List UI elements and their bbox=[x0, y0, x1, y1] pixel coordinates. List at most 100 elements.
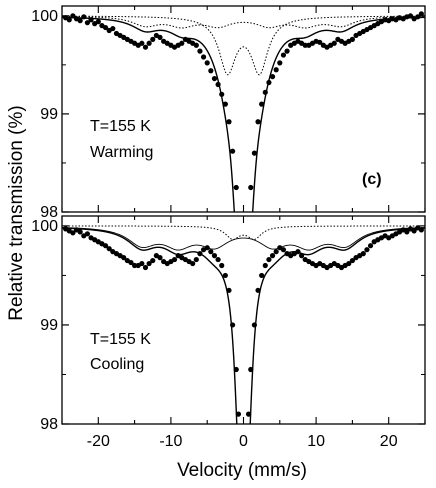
data-point bbox=[259, 101, 265, 107]
data-point bbox=[269, 253, 276, 259]
data-point bbox=[197, 251, 203, 257]
y-tick-label: 98 bbox=[40, 204, 58, 221]
data-point bbox=[233, 366, 239, 373]
data-point bbox=[251, 150, 257, 156]
x-tick-label: -20 bbox=[87, 433, 110, 450]
x-tick-label: -10 bbox=[159, 433, 182, 450]
data-point bbox=[266, 256, 272, 263]
data-point bbox=[193, 256, 199, 263]
data-point bbox=[255, 119, 261, 125]
data-point bbox=[273, 67, 279, 73]
data-point bbox=[95, 19, 101, 25]
data-point bbox=[102, 243, 109, 249]
data-point bbox=[204, 245, 210, 251]
data-point bbox=[230, 322, 236, 328]
data-point bbox=[226, 119, 232, 125]
panel-annotation: Cooling bbox=[90, 356, 144, 373]
fit-total-line bbox=[62, 16, 425, 212]
x-axis-ticks: -20 -10 0 10 20 bbox=[87, 433, 398, 450]
data-point bbox=[230, 148, 236, 154]
data-point bbox=[139, 40, 145, 46]
y-tick-label: 99 bbox=[40, 106, 58, 123]
data-point bbox=[208, 68, 214, 74]
data-point bbox=[367, 243, 374, 249]
data-point bbox=[277, 60, 283, 66]
data-point bbox=[222, 272, 228, 279]
x-tick-label: 10 bbox=[307, 433, 325, 450]
data-point bbox=[150, 257, 156, 264]
data-point bbox=[248, 184, 254, 191]
data-point bbox=[70, 230, 76, 236]
data-point bbox=[211, 75, 218, 82]
data-point bbox=[81, 14, 87, 20]
data-point bbox=[106, 246, 112, 252]
data-point bbox=[302, 42, 308, 48]
fit-subcomponent-quadrupole-doublet bbox=[62, 15, 425, 76]
data-point bbox=[110, 25, 116, 32]
x-tick-label: 0 bbox=[239, 433, 248, 450]
data-point bbox=[407, 13, 414, 19]
data-point bbox=[346, 260, 352, 267]
panel-label: (c) bbox=[362, 171, 382, 188]
data-point bbox=[349, 257, 355, 264]
data-point bbox=[418, 11, 424, 17]
data-point bbox=[190, 260, 196, 267]
data-point bbox=[146, 260, 152, 267]
panel-warming: 98 99 100 T=155 K Warming (c) bbox=[31, 5, 426, 221]
data-point bbox=[411, 228, 417, 234]
data-point bbox=[128, 259, 134, 266]
data-point bbox=[200, 54, 207, 60]
panel-cooling: 98 99 100 T=155 K Cooling bbox=[31, 215, 426, 433]
data-point bbox=[157, 34, 163, 40]
data-point bbox=[197, 48, 203, 54]
data-point bbox=[418, 227, 424, 233]
data-point bbox=[193, 42, 199, 48]
data-point bbox=[70, 13, 76, 19]
data-point bbox=[132, 262, 138, 269]
data-point bbox=[298, 253, 305, 259]
data-point bbox=[222, 101, 228, 107]
data-point bbox=[280, 52, 287, 58]
data-point bbox=[150, 36, 156, 42]
data-point bbox=[262, 262, 268, 269]
data-point bbox=[317, 39, 323, 45]
data-point bbox=[245, 411, 252, 417]
fit-total-line bbox=[62, 227, 425, 424]
data-point bbox=[179, 40, 185, 46]
fit-subcomponent-magnetic-sextet bbox=[62, 15, 425, 29]
data-point bbox=[269, 74, 276, 80]
data-point bbox=[226, 287, 232, 293]
data-point bbox=[280, 247, 287, 253]
data-point bbox=[211, 253, 218, 259]
data-point bbox=[204, 60, 210, 66]
y-axis-title: Relative transmission (%) bbox=[6, 105, 27, 320]
data-point bbox=[66, 17, 72, 23]
data-point bbox=[77, 229, 83, 235]
data-point bbox=[84, 231, 91, 237]
data-point bbox=[235, 411, 242, 417]
data-point bbox=[171, 256, 178, 263]
data-point bbox=[215, 81, 221, 88]
data-point bbox=[364, 247, 370, 253]
panel-annotation: Warming bbox=[90, 144, 153, 161]
panel-annotation: T=155 K bbox=[90, 331, 151, 348]
data-point bbox=[273, 249, 279, 255]
data-point bbox=[349, 36, 355, 42]
y-tick-label: 100 bbox=[31, 218, 58, 235]
data-point bbox=[146, 40, 152, 46]
data-point bbox=[142, 44, 149, 50]
y-tick-label: 99 bbox=[40, 317, 58, 334]
data-point bbox=[255, 287, 261, 293]
data-point bbox=[233, 184, 239, 191]
data-point bbox=[219, 262, 225, 269]
data-point bbox=[284, 48, 290, 54]
data-point bbox=[208, 249, 214, 255]
data-point bbox=[157, 255, 163, 261]
data-point bbox=[404, 229, 410, 235]
data-point bbox=[84, 20, 91, 26]
data-point bbox=[139, 260, 145, 267]
y-tick-label: 100 bbox=[31, 8, 58, 25]
data-point bbox=[251, 322, 257, 328]
x-axis-title: Velocity (mm/s) bbox=[177, 460, 307, 481]
